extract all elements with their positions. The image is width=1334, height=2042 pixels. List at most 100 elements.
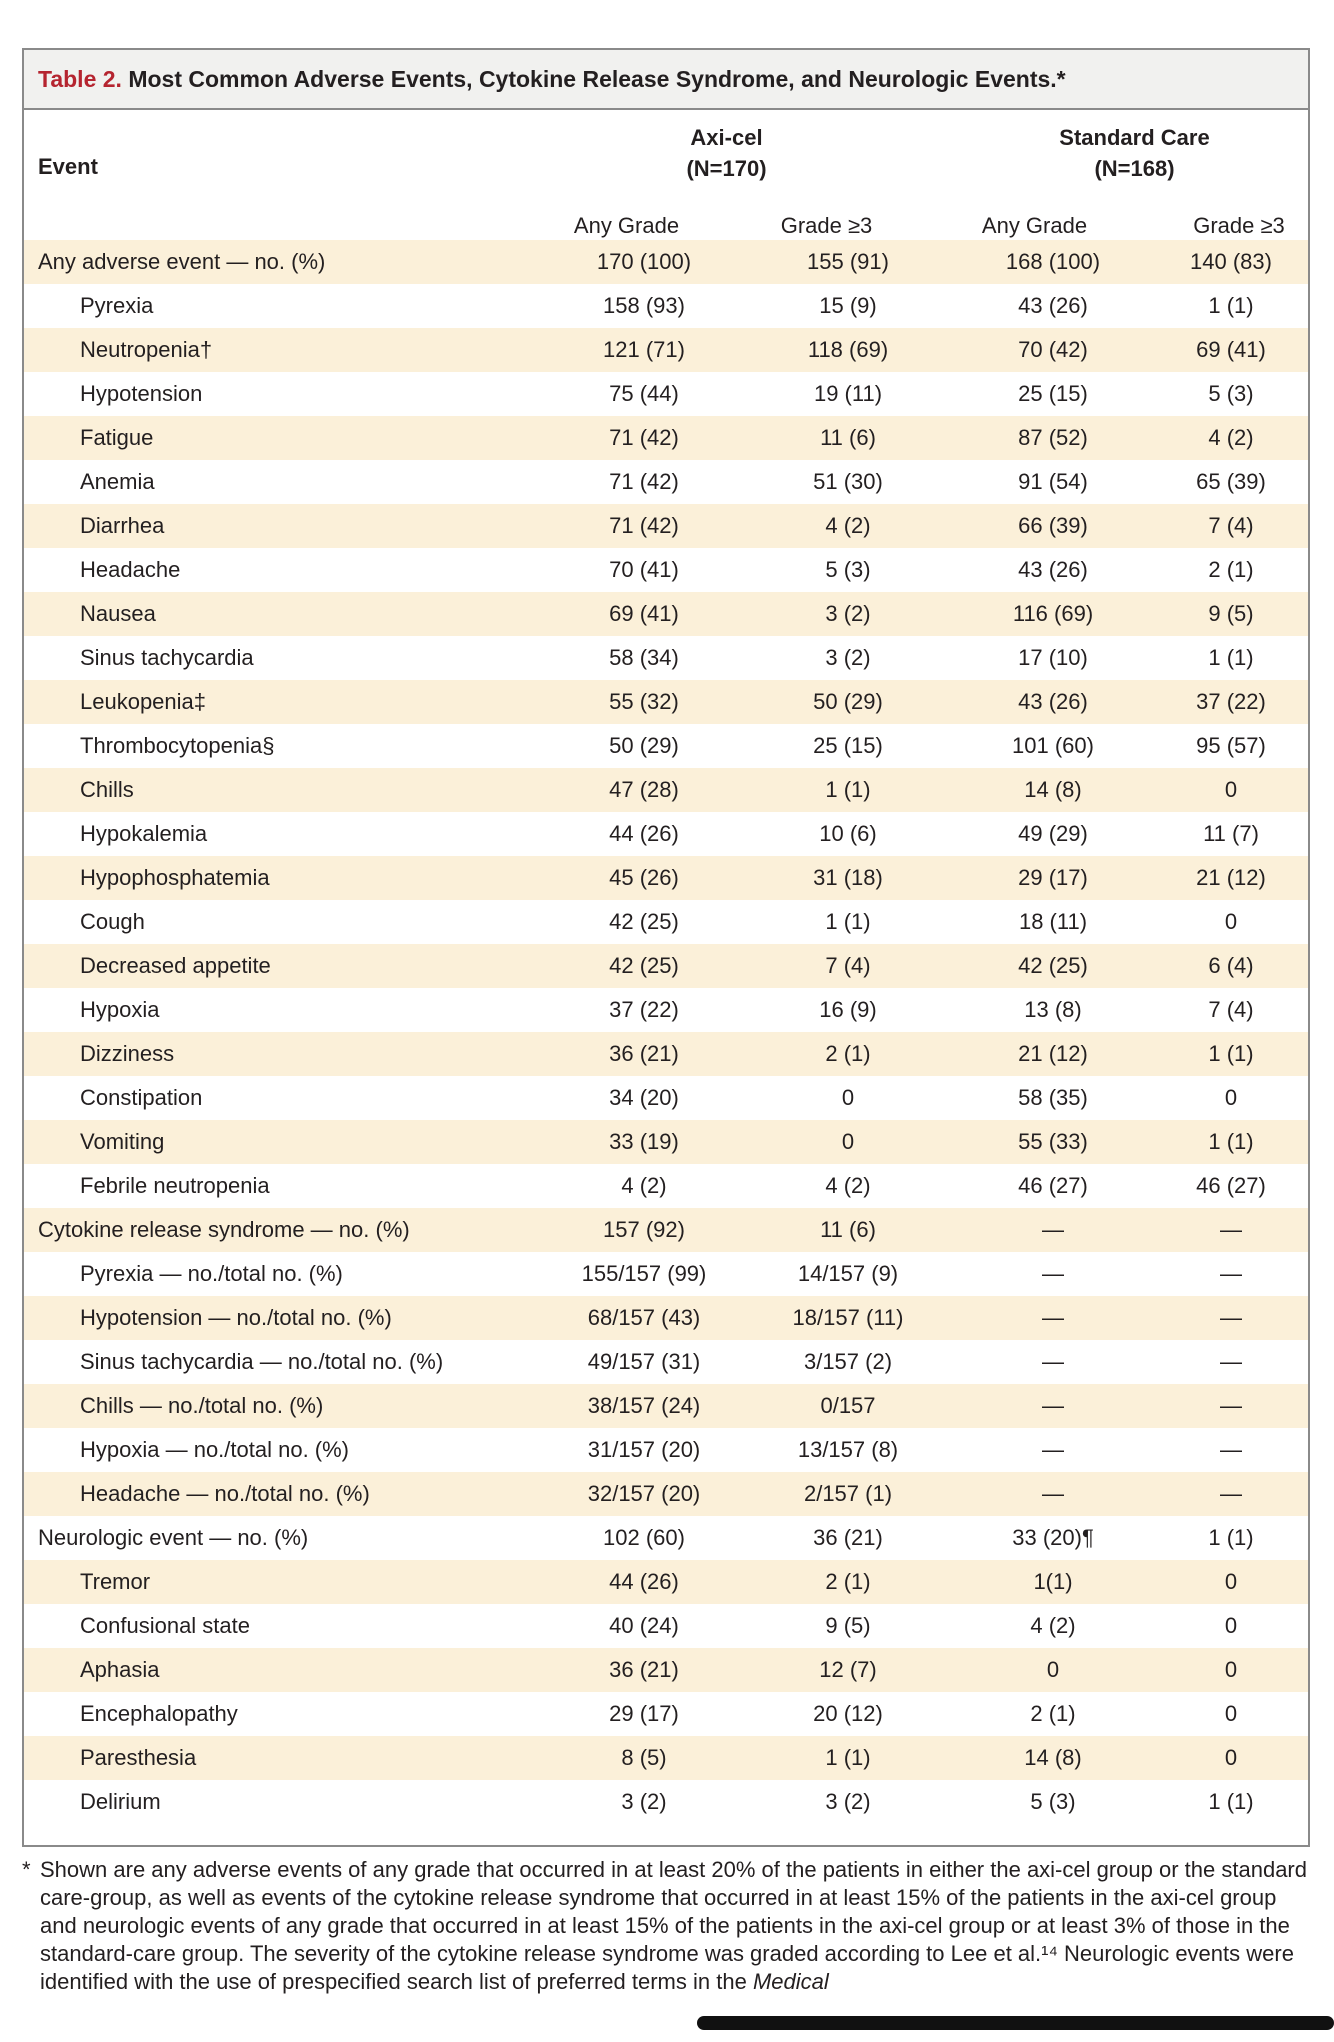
value-cell: 2 (1) bbox=[825, 1041, 871, 1066]
table-row: Dizziness 36 (21) 2 (1) 21 (12) 1 (1) bbox=[24, 1032, 1308, 1076]
value-cell: 4 (2) bbox=[1030, 1613, 1076, 1638]
value-cell: 5 (3) bbox=[825, 557, 871, 582]
value-cell: 12 (7) bbox=[819, 1657, 877, 1682]
value-cell: 157 (92) bbox=[603, 1217, 685, 1242]
value-cell: 1 (1) bbox=[1208, 293, 1254, 318]
table-header: Event Axi-cel (N=170) Standard Care (N=1… bbox=[24, 110, 1308, 240]
value-cell: 1 (1) bbox=[1208, 1041, 1254, 1066]
value-cell: 36 (21) bbox=[609, 1041, 679, 1066]
value-cell: 1 (1) bbox=[825, 777, 871, 802]
table-row: Sinus tachycardia 58 (34) 3 (2) 17 (10) 1 (1… bbox=[24, 636, 1308, 680]
value-cell: 55 (32) bbox=[609, 689, 679, 714]
value-cell: 5 (3) bbox=[1030, 1789, 1076, 1814]
value-cell: 11 (7) bbox=[1203, 821, 1259, 846]
value-cell: 7 (4) bbox=[825, 953, 871, 978]
event-label: Aphasia bbox=[80, 1657, 160, 1682]
event-label: Febrile neutropenia bbox=[80, 1173, 270, 1198]
event-label: Neurologic event — no. (%) bbox=[38, 1525, 309, 1550]
value-cell: 2/157 (1) bbox=[803, 1481, 893, 1506]
value-cell: 116 (69) bbox=[1012, 601, 1094, 626]
value-cell: — bbox=[1042, 1481, 1064, 1506]
value-cell: 118 (69) bbox=[807, 337, 889, 362]
value-cell: 44 (26) bbox=[609, 1569, 679, 1594]
value-cell: 33 (19) bbox=[609, 1129, 679, 1154]
value-cell: 70 (41) bbox=[609, 557, 679, 582]
value-cell: 4 (2) bbox=[621, 1173, 667, 1198]
value-cell: 1 (1) bbox=[1208, 1789, 1254, 1814]
value-cell: 3 (2) bbox=[825, 645, 871, 670]
table-row: Nausea 69 (41) 3 (2) 116 (69) 9 (5) bbox=[24, 592, 1308, 636]
value-cell: 66 (39) bbox=[1018, 513, 1088, 538]
footnote-text: Shown are any adverse events of any grad… bbox=[40, 1857, 1307, 1994]
table-row: Encephalopathy 29 (17) 20 (12) 2 (1) 0 bbox=[24, 1692, 1308, 1736]
event-label: Hypokalemia bbox=[80, 821, 208, 846]
value-cell: 42 (25) bbox=[1018, 953, 1088, 978]
table-row: Anemia 71 (42) 51 (30) 91 (54) 65 (39) bbox=[24, 460, 1308, 504]
standard-care-group-header: Standard Care (N=168) bbox=[972, 122, 1297, 184]
value-cell: 42 (25) bbox=[609, 909, 679, 934]
value-cell: 3 (2) bbox=[621, 1789, 667, 1814]
value-cell: 1 (1) bbox=[1208, 645, 1254, 670]
value-cell: 155 (91) bbox=[807, 249, 889, 274]
value-cell: 31 (18) bbox=[813, 865, 883, 890]
value-cell: 42 (25) bbox=[609, 953, 679, 978]
event-label: Confusional state bbox=[80, 1613, 250, 1638]
value-cell: 1 (1) bbox=[1208, 1129, 1254, 1154]
value-cell: — bbox=[1220, 1437, 1242, 1462]
event-label: Pyrexia bbox=[80, 293, 154, 318]
value-cell: — bbox=[1042, 1437, 1064, 1462]
table-row: Neutropenia† 121 (71) 118 (69) 70 (42) 69 (4… bbox=[24, 328, 1308, 372]
event-label: Chills — no./total no. (%) bbox=[80, 1393, 324, 1418]
value-cell: 9 (5) bbox=[1208, 601, 1254, 626]
value-cell: 65 (39) bbox=[1196, 469, 1266, 494]
value-cell: — bbox=[1220, 1349, 1242, 1374]
event-label: Sinus tachycardia bbox=[80, 645, 254, 670]
table-row: Hypotension — no./total no. (%) 68/157 (4… bbox=[24, 1296, 1308, 1340]
value-cell: 0 bbox=[1224, 909, 1238, 934]
group-name: Axi-cel bbox=[690, 125, 763, 150]
event-label: Vomiting bbox=[80, 1129, 165, 1154]
table-row: Hypotension 75 (44) 19 (11) 25 (15) 5 (3) bbox=[24, 372, 1308, 416]
subcolumn-header: Any Grade bbox=[573, 213, 680, 238]
value-cell: 0 bbox=[841, 1129, 855, 1154]
value-cell: 13/157 (8) bbox=[797, 1437, 899, 1462]
event-label: Diarrhea bbox=[80, 513, 165, 538]
event-label: Leukopenia‡ bbox=[80, 689, 207, 714]
value-cell: 29 (17) bbox=[1018, 865, 1088, 890]
value-cell: 14/157 (9) bbox=[797, 1261, 899, 1286]
value-cell: 19 (11) bbox=[813, 381, 883, 406]
value-cell: 0 bbox=[1224, 1701, 1238, 1726]
value-cell: 14 (8) bbox=[1024, 1745, 1082, 1770]
table-row: Tremor 44 (26) 2 (1) 1(1) 0 bbox=[24, 1560, 1308, 1604]
event-label: Cough bbox=[80, 909, 145, 934]
value-cell: 1(1) bbox=[1033, 1569, 1073, 1594]
value-cell: — bbox=[1220, 1217, 1242, 1242]
value-cell: 71 (42) bbox=[609, 425, 679, 450]
event-label: Fatigue bbox=[80, 425, 154, 450]
value-cell: 155/157 (99) bbox=[581, 1261, 707, 1286]
value-cell: 170 (100) bbox=[596, 249, 692, 274]
value-cell: 0 bbox=[1046, 1657, 1060, 1682]
value-cell: 43 (26) bbox=[1018, 689, 1088, 714]
table-row: Hypophosphatemia 45 (26) 31 (18) 29 (17) 21 … bbox=[24, 856, 1308, 900]
group-name: Standard Care bbox=[1059, 125, 1210, 150]
value-cell: 33 (20)¶ bbox=[1012, 1525, 1094, 1550]
value-cell: — bbox=[1042, 1217, 1064, 1242]
value-cell: 11 (6) bbox=[820, 1217, 876, 1242]
value-cell: 1 (1) bbox=[825, 909, 871, 934]
table-row: Fatigue 71 (42) 11 (6) 87 (52) 4 (2) bbox=[24, 416, 1308, 460]
event-label: Dizziness bbox=[80, 1041, 175, 1066]
scroll-indicator[interactable] bbox=[697, 2016, 1334, 2030]
value-cell: 18/157 (11) bbox=[792, 1305, 904, 1330]
event-label: Any adverse event — no. (%) bbox=[38, 249, 326, 274]
value-cell: 43 (26) bbox=[1018, 293, 1088, 318]
value-cell: 40 (24) bbox=[609, 1613, 679, 1638]
value-cell: 3 (2) bbox=[825, 601, 871, 626]
value-cell: 0 bbox=[1224, 1745, 1238, 1770]
value-cell: 37 (22) bbox=[609, 997, 679, 1022]
table-row: Pyrexia 158 (93) 15 (9) 43 (26) 1 (1) bbox=[24, 284, 1308, 328]
value-cell: 0/157 bbox=[820, 1393, 876, 1418]
value-cell: 102 (60) bbox=[603, 1525, 685, 1550]
table-row: Cough 42 (25) 1 (1) 18 (11) 0 bbox=[24, 900, 1308, 944]
table-number: Table 2. bbox=[38, 66, 122, 92]
